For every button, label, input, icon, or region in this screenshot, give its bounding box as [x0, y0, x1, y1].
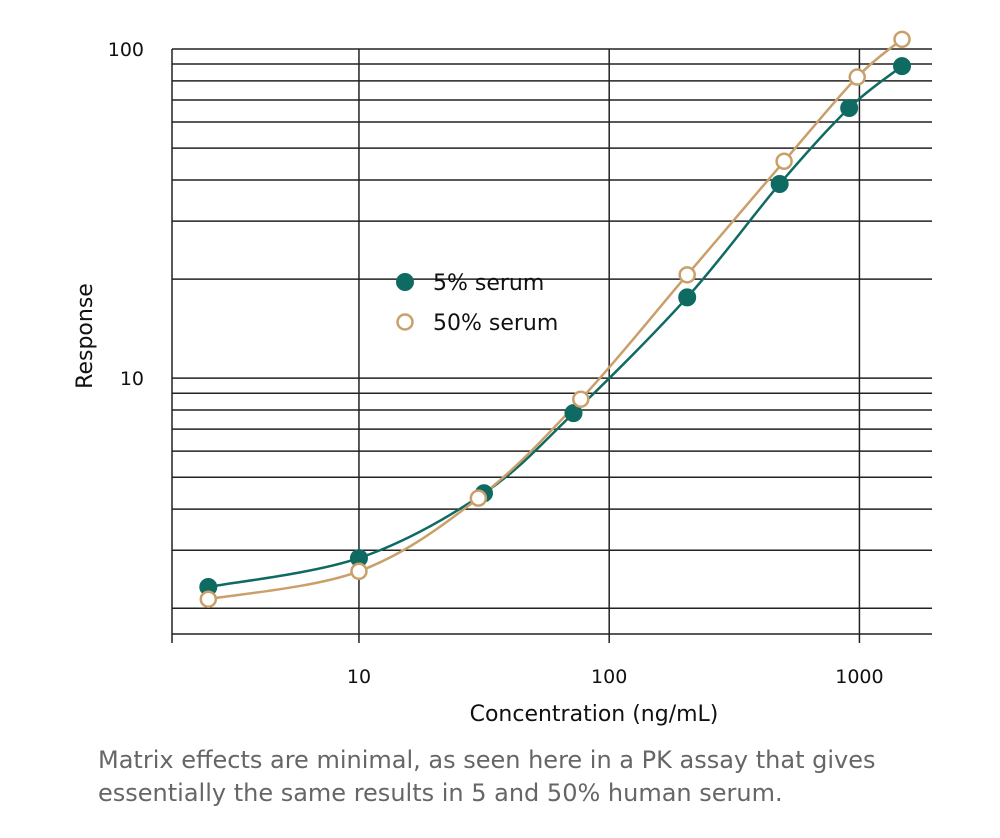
x-tick-label: 10: [347, 666, 371, 688]
data-point: [893, 57, 912, 76]
data-point: [775, 152, 793, 171]
y-tick-label: 100: [108, 39, 144, 61]
data-point: [893, 30, 911, 49]
legend-label: 5% serum: [433, 271, 544, 296]
legend-marker: [396, 273, 414, 291]
data-point: [199, 590, 218, 608]
data-point: [840, 98, 859, 117]
caption: Matrix effects are minimal, as seen here…: [98, 746, 876, 807]
chart: Concentration (ng/mL) Response 10 100 10 10…: [73, 30, 932, 727]
legend-label: 50% serum: [433, 311, 558, 336]
data-point: [848, 68, 866, 86]
x-tick-label: 100: [591, 666, 627, 688]
y-tick-label: 10: [120, 368, 144, 390]
x-axis-label: Concentration (ng/mL): [470, 702, 719, 727]
x-tick-label: 1000: [835, 666, 883, 688]
legend-marker: [396, 313, 414, 331]
data-point: [350, 562, 368, 581]
data-point: [678, 266, 696, 284]
data-point: [572, 390, 590, 408]
data-point: [564, 404, 583, 423]
data-point: [678, 288, 697, 307]
data-point: [469, 489, 488, 507]
data-point: [770, 174, 789, 193]
y-axis-label: Response: [73, 283, 98, 389]
